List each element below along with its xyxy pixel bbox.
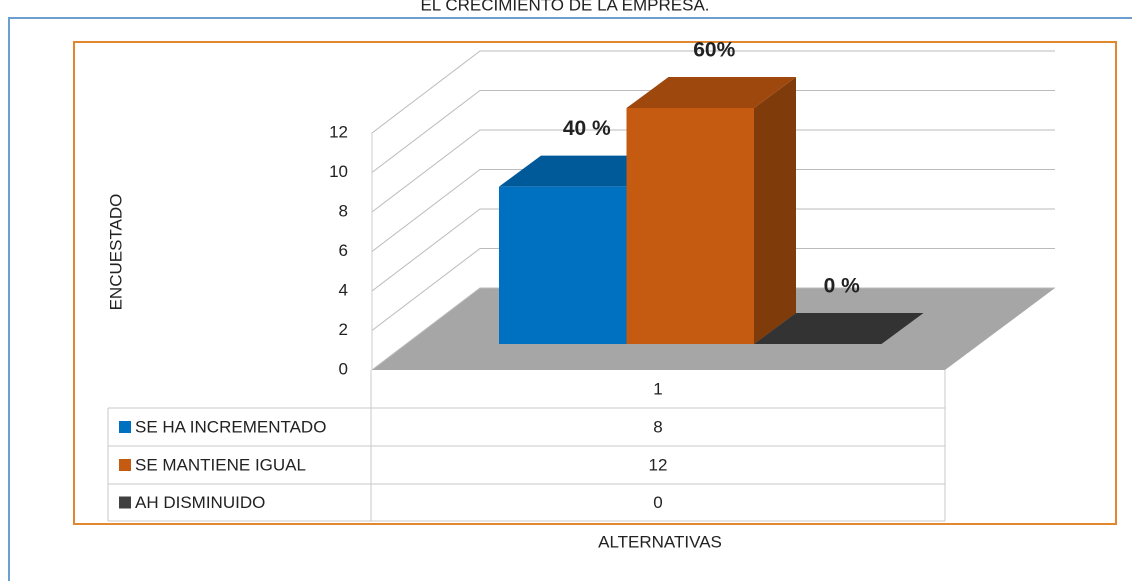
grid-line [371, 129, 1055, 213]
y-tick-label: 2 [339, 320, 348, 339]
y-tick-label: 4 [339, 280, 348, 299]
legend-swatch [119, 496, 131, 509]
grid-line [371, 287, 1055, 371]
bar [499, 186, 627, 344]
bar-top [626, 77, 796, 108]
y-tick-label: 0 [339, 359, 348, 378]
y-tick-label: 6 [339, 241, 348, 260]
grid-line [371, 248, 1055, 331]
value-label: 40 % [563, 117, 611, 140]
bar-side [754, 77, 796, 344]
bar [626, 108, 754, 344]
outer-frame [8, 17, 1132, 581]
legend-label: SE HA INCREMENTADO [135, 417, 326, 436]
y-tick-label: 12 [329, 122, 348, 141]
table-value: 12 [649, 455, 668, 474]
table-value: 0 [653, 493, 662, 512]
legend-swatch [119, 459, 131, 471]
y-tick-label: 8 [339, 201, 348, 220]
category-label: 1 [653, 379, 662, 398]
y-tick-label: 10 [329, 162, 348, 181]
legend-label: AH DISMINUIDO [135, 493, 265, 512]
value-label: 60% [693, 39, 735, 62]
legend-swatch [119, 421, 131, 433]
table-value: 8 [653, 417, 662, 436]
grid-line [371, 90, 1055, 173]
grid-line [371, 208, 1055, 292]
x-axis-label: ALTERNATIVAS [598, 532, 722, 551]
grid-line [371, 169, 1055, 252]
chart-title: EL CRECIMIENTO DE LA EMPRESA. [420, 0, 709, 14]
value-label: 0 % [824, 275, 861, 298]
bar-top [499, 155, 669, 187]
grid-line [371, 50, 1055, 134]
legend-label: SE MANTIENE IGUAL [135, 455, 306, 474]
y-axis-label: ENCUESTADO [106, 194, 125, 311]
bar-top [754, 313, 924, 344]
